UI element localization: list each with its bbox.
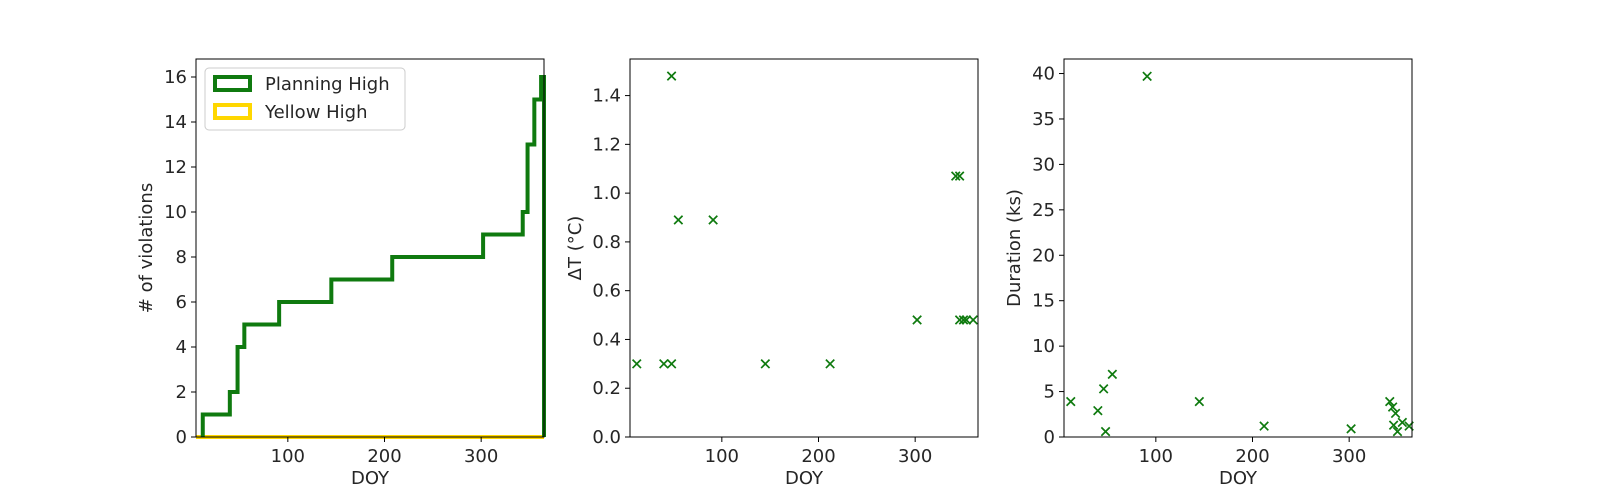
x-tick-label: 300	[464, 446, 498, 467]
y-tick-label: 6	[176, 292, 187, 313]
y-tick-label: 30	[1032, 154, 1055, 175]
data-point	[760, 359, 771, 369]
data-point	[1093, 405, 1103, 416]
legend-label-yellow-high: Yellow High	[264, 102, 368, 123]
y-tick-label: 16	[164, 67, 187, 88]
data-point	[1397, 417, 1408, 428]
data-point	[950, 171, 961, 181]
data-point	[1346, 424, 1356, 434]
legend-label-planning-high: Planning High	[265, 74, 390, 95]
data-point	[912, 315, 922, 325]
y-tick-label: 4	[176, 337, 187, 358]
x-axis-label: DOY	[1219, 468, 1258, 489]
data-point	[659, 359, 669, 369]
x-tick-label: 100	[1139, 446, 1173, 467]
y-tick-label: 0.2	[592, 378, 621, 399]
y-axis-label: ΔT (°C)	[565, 216, 586, 281]
y-tick-label: 10	[1032, 336, 1055, 357]
y-tick-label: 0.6	[592, 281, 621, 302]
y-tick-label: 1.0	[592, 183, 621, 204]
x-axis-label: DOY	[351, 468, 390, 489]
data-point	[1098, 384, 1109, 394]
data-point	[825, 359, 835, 369]
y-tick-label: 20	[1032, 245, 1055, 266]
data-point	[1065, 396, 1076, 407]
data-point	[1142, 71, 1152, 82]
data-point	[1392, 426, 1403, 437]
y-tick-label: 0.4	[592, 329, 621, 350]
x-tick-label: 200	[801, 446, 835, 467]
series-planning-high	[200, 75, 546, 437]
data-point	[1388, 420, 1399, 430]
y-axis-label: Duration (ks)	[1004, 189, 1025, 307]
data-point	[1259, 421, 1269, 431]
data-point	[954, 171, 965, 181]
y-tick-label: 0	[176, 427, 187, 448]
y-tick-label: 12	[164, 157, 187, 178]
y-tick-label: 1.2	[592, 134, 621, 155]
x-tick-label: 100	[271, 446, 305, 467]
y-tick-label: 0	[1044, 427, 1055, 448]
legend: Planning High Yellow High	[204, 67, 406, 131]
data-point	[1107, 369, 1118, 380]
data-point	[1390, 408, 1401, 419]
y-axis-label: # of violations	[136, 183, 157, 313]
x-tick-label: 300	[1332, 446, 1366, 467]
legend-swatch-yellow-high	[213, 103, 252, 120]
data-point	[666, 359, 677, 369]
data-point	[1194, 396, 1205, 407]
y-tick-label: 2	[176, 382, 187, 403]
y-tick-label: 8	[176, 247, 187, 268]
y-tick-label: 10	[164, 202, 187, 223]
data-point	[666, 71, 677, 81]
y-tick-label: 40	[1032, 64, 1055, 85]
y-tick-label: 35	[1032, 109, 1055, 130]
data-point	[673, 215, 684, 225]
data-point	[968, 315, 978, 325]
y-tick-label: 15	[1032, 291, 1055, 312]
x-tick-label: 300	[898, 446, 932, 467]
violations-step-chart: 100 200 300 0 2 4 6 8 10 12 14 16 DOY # of violatio…	[136, 58, 546, 489]
data-point	[1100, 426, 1111, 437]
y-tick-label: 0.8	[592, 232, 621, 253]
data-point	[708, 215, 718, 225]
y-tick-label: 5	[1044, 382, 1055, 403]
y-tick-label: 14	[164, 112, 187, 133]
data-point	[631, 359, 642, 369]
legend-swatch-planning-high	[213, 75, 252, 92]
y-tick-label: 1.4	[592, 86, 621, 107]
data-point	[1384, 396, 1395, 407]
x-tick-label: 100	[705, 446, 739, 467]
data-point	[958, 315, 969, 325]
duration-scatter-chart: 100 200 300 0 5 10 15 20 25 30 35 40 DOY Duration (…	[1004, 58, 1414, 489]
y-tick-label: 0.0	[592, 427, 621, 448]
x-tick-label: 200	[367, 446, 401, 467]
x-tick-label: 200	[1235, 446, 1269, 467]
x-axis-label: DOY	[785, 468, 824, 489]
y-tick-label: 25	[1032, 200, 1055, 221]
data-point	[1387, 402, 1398, 412]
delta-t-scatter-chart: 100 200 300 0.0 0.2 0.4 0.6 0.8 1.0 1.2 1.4 DOY ΔT…	[565, 58, 979, 489]
